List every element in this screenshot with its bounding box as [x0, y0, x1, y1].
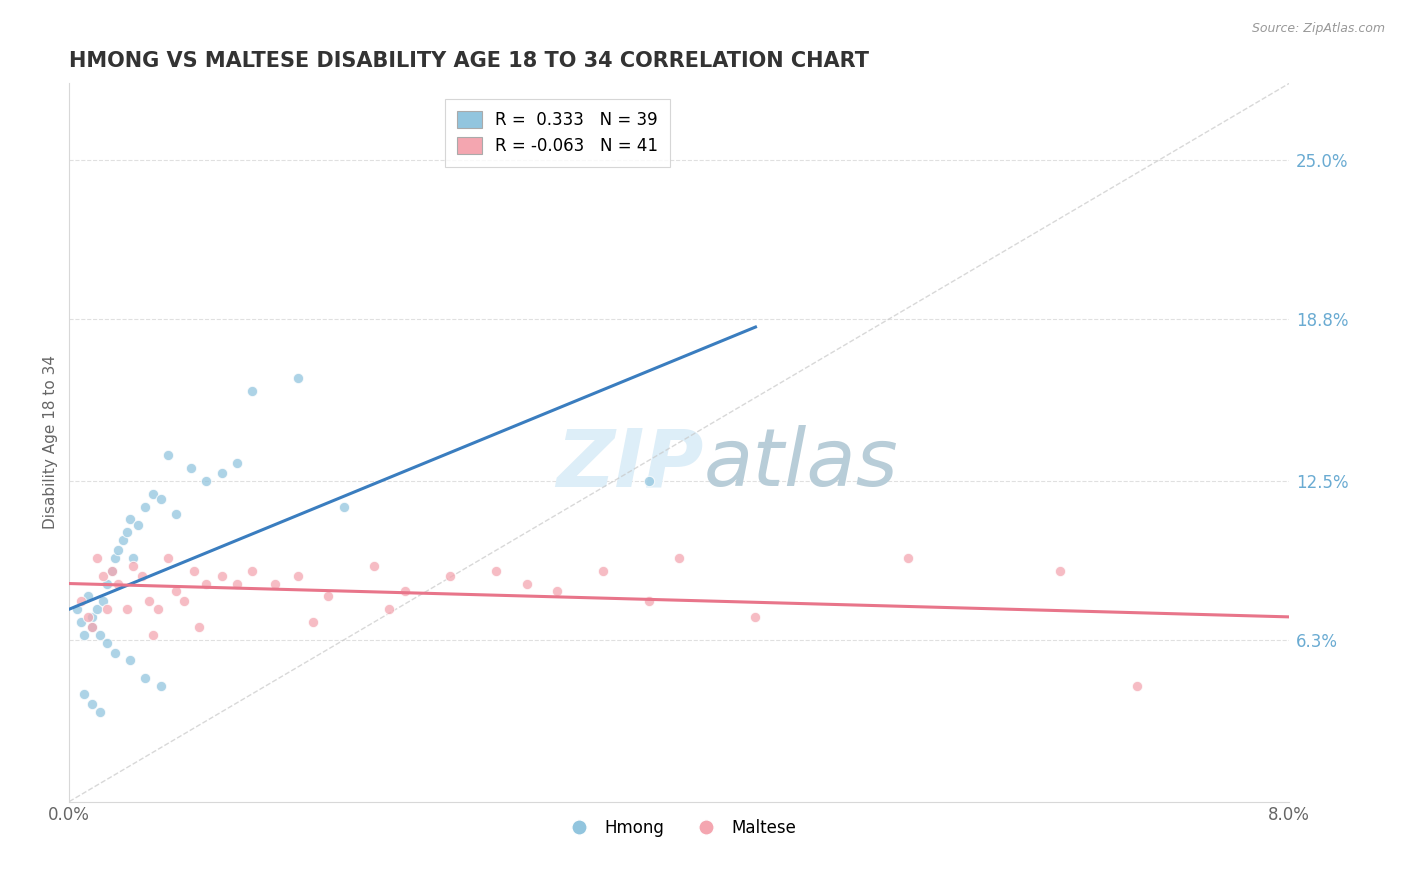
Point [73, 628, 96, 642]
Point [96, 576, 118, 591]
Point [516, 576, 538, 591]
Point [115, 525, 138, 540]
Point [66, 602, 89, 616]
Point [131, 569, 153, 583]
Point [637, 474, 659, 488]
Point [115, 602, 138, 616]
Point [744, 610, 766, 624]
Point [165, 508, 187, 522]
Point [287, 569, 309, 583]
Point [546, 584, 568, 599]
Point [76, 610, 98, 624]
Point [107, 543, 129, 558]
Point [226, 576, 249, 591]
Point [82, 610, 104, 624]
Point [183, 564, 205, 578]
Point [104, 550, 127, 565]
Point [157, 448, 180, 462]
Point [668, 550, 690, 565]
Text: ZIP: ZIP [557, 425, 703, 503]
Point [195, 576, 218, 591]
Point [91, 569, 114, 583]
Point [120, 653, 142, 667]
Point [211, 569, 233, 583]
Point [76, 590, 98, 604]
Point [264, 576, 287, 591]
Text: atlas: atlas [703, 425, 898, 503]
Point [111, 533, 134, 547]
Point [318, 590, 340, 604]
Point [104, 646, 127, 660]
Point [287, 371, 309, 385]
Point [173, 594, 195, 608]
Point [165, 584, 187, 599]
Y-axis label: Disability Age 18 to 34: Disability Age 18 to 34 [44, 355, 58, 530]
Point [592, 564, 614, 578]
Point [1125, 679, 1147, 693]
Point [195, 474, 218, 488]
Point [226, 456, 249, 470]
Point [149, 679, 172, 693]
Point [89, 628, 111, 642]
Point [101, 564, 124, 578]
Point [302, 615, 325, 629]
Point [485, 564, 508, 578]
Point [127, 517, 149, 532]
Point [637, 594, 659, 608]
Point [82, 697, 104, 711]
Point [86, 550, 108, 565]
Point [101, 564, 124, 578]
Point [439, 569, 461, 583]
Point [363, 558, 385, 573]
Point [142, 628, 165, 642]
Point [180, 461, 202, 475]
Point [897, 550, 920, 565]
Point [96, 602, 118, 616]
Point [122, 558, 145, 573]
Point [332, 500, 354, 514]
Legend: Hmong, Maltese: Hmong, Maltese [555, 813, 803, 844]
Point [187, 620, 209, 634]
Point [91, 594, 114, 608]
Point [122, 550, 145, 565]
Point [82, 620, 104, 634]
Point [1049, 564, 1071, 578]
Point [89, 705, 111, 719]
Point [134, 672, 156, 686]
Point [70, 594, 93, 608]
Point [240, 564, 263, 578]
Text: HMONG VS MALTESE DISABILITY AGE 18 TO 34 CORRELATION CHART: HMONG VS MALTESE DISABILITY AGE 18 TO 34… [69, 51, 869, 70]
Point [240, 384, 263, 399]
Point [134, 500, 156, 514]
Point [142, 487, 165, 501]
Point [107, 576, 129, 591]
Point [157, 550, 180, 565]
Point [378, 602, 401, 616]
Point [86, 602, 108, 616]
Point [70, 615, 93, 629]
Point [149, 491, 172, 506]
Point [73, 687, 96, 701]
Point [211, 467, 233, 481]
Point [120, 512, 142, 526]
Point [394, 584, 416, 599]
Text: Source: ZipAtlas.com: Source: ZipAtlas.com [1251, 22, 1385, 36]
Point [138, 594, 160, 608]
Point [82, 620, 104, 634]
Point [96, 635, 118, 649]
Point [146, 602, 169, 616]
